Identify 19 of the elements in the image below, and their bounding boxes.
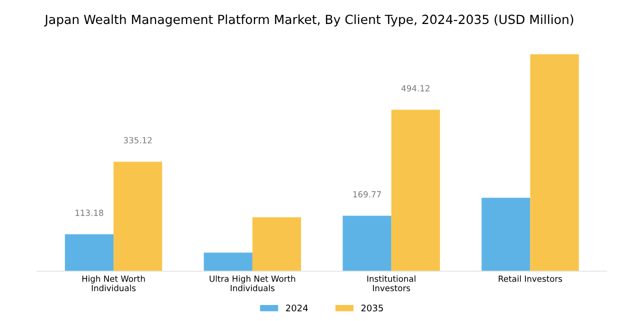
legend-label: 2035 [361, 304, 383, 312]
x-tick-label: Retail Investors [498, 275, 562, 282]
data-label: 335.12 [124, 137, 152, 144]
data-label: 113.18 [76, 210, 104, 216]
bar [530, 54, 579, 272]
bar [64, 234, 114, 272]
bar [391, 110, 440, 272]
bar [252, 217, 302, 272]
data-label: 169.77 [353, 191, 381, 198]
data-label: 494.12 [401, 85, 430, 92]
x-tick-label: Institutional Investors [367, 275, 416, 292]
bar [342, 216, 392, 272]
bar [114, 162, 162, 272]
x-tick-label: Ultra High Net Worth Individuals [210, 275, 296, 292]
bar [482, 198, 530, 272]
chart-title: Japan Wealth Management Platform Market, By Client Type, 2024-2035 (USD Million) [44, 14, 574, 27]
x-tick-label: High Net Worth Individuals [82, 275, 145, 292]
legend-label: 2024 [286, 304, 308, 312]
bar [204, 252, 252, 272]
